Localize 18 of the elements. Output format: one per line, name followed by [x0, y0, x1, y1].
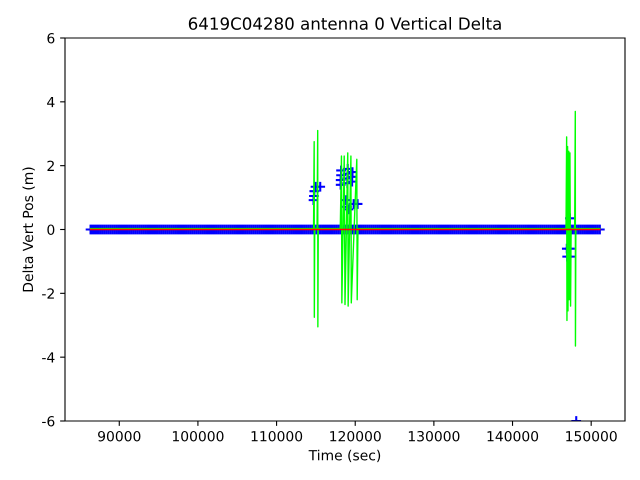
line-series [90, 110, 601, 347]
y-tick-label: 0 [47, 224, 54, 235]
x-tick-label: 140000 [488, 430, 538, 442]
x-tick-label: 110000 [252, 430, 302, 442]
x-tick-label: 130000 [408, 430, 460, 442]
y-tick-label: 2 [47, 160, 54, 171]
x-tick-label: 150000 [566, 430, 617, 442]
y-tick-label: 6 [47, 32, 54, 44]
y-tick-label: 4 [47, 96, 54, 108]
x-tick-label: 90000 [98, 430, 140, 442]
chart-title: 6419C04280 antenna 0 Vertical Delta [188, 17, 501, 30]
y-tick-label: -6 [42, 416, 54, 426]
y-axis-title: Delta Vert Pos (m) [22, 167, 35, 292]
x-tick-label: 100000 [172, 430, 224, 442]
x-axis-title: Time (sec) [308, 450, 380, 462]
x-tick-label: 120000 [330, 430, 381, 442]
y-tick-label: -2 [42, 288, 54, 299]
y-tick-label: -4 [42, 352, 54, 362]
